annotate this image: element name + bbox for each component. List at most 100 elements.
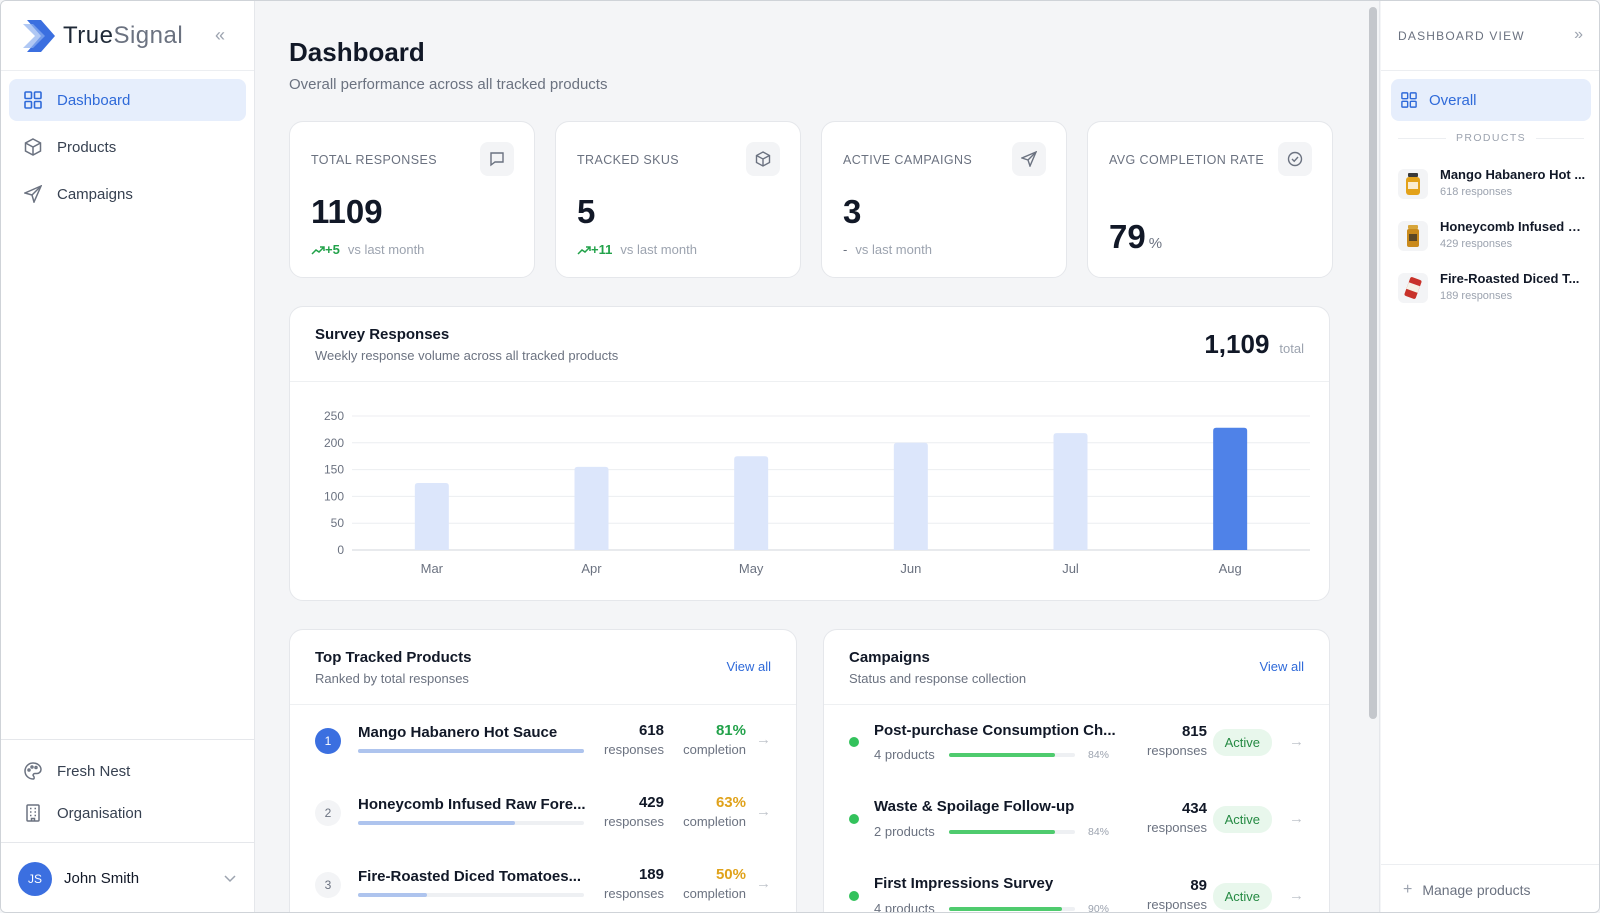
- divider: [290, 704, 796, 705]
- panel-header: DASHBOARD VIEW »: [1381, 1, 1599, 71]
- product-share-fill: [358, 821, 515, 825]
- manage-products-button[interactable]: + Manage products: [1381, 864, 1599, 912]
- campaigns-card: Campaigns Status and response collection…: [823, 629, 1330, 912]
- panel-product-item[interactable]: Mango Habanero Hot ... 618 responses: [1398, 165, 1588, 205]
- product-can-icon: [1398, 273, 1428, 303]
- stat-card-total-responses: TOTAL RESPONSES 1109 +5 vs last month: [289, 121, 535, 278]
- collapse-panel-icon[interactable]: »: [1574, 26, 1583, 43]
- stat-value: 1109: [311, 193, 383, 230]
- page-title: Dashboard: [289, 37, 425, 67]
- panel-product-responses: 429 responses: [1440, 238, 1513, 250]
- view-all-products-link[interactable]: View all: [726, 659, 771, 674]
- campaign-row[interactable]: First Impressions Survey 4 products 90% …: [824, 859, 1329, 912]
- card-subtitle: Ranked by total responses: [315, 671, 469, 686]
- chevron-down-icon[interactable]: [224, 870, 236, 888]
- view-all-campaigns-link[interactable]: View all: [1259, 659, 1304, 674]
- status-dot: [849, 737, 859, 747]
- stat-value: 79%: [1109, 218, 1163, 255]
- campaign-responses: 434 responses: [1147, 800, 1207, 835]
- arrow-right-icon[interactable]: →: [756, 803, 771, 820]
- y-tick-label: 100: [324, 489, 344, 503]
- scrollbar-thumb[interactable]: [1369, 7, 1377, 719]
- campaign-name: Post-purchase Consumption Ch...: [874, 722, 1116, 739]
- user-menu[interactable]: JS John Smith: [1, 842, 254, 912]
- campaign-progress-pct: 84%: [1088, 749, 1110, 761]
- chart-total: 1,109 total: [1204, 329, 1304, 359]
- arrow-right-icon[interactable]: →: [1289, 887, 1304, 904]
- x-tick-label: May: [739, 561, 764, 576]
- y-tick-label: 200: [324, 436, 344, 450]
- x-tick-label: Jun: [900, 561, 921, 576]
- product-share-fill: [358, 749, 584, 753]
- chat-icon: [480, 142, 514, 176]
- campaign-responses: 815 responses: [1147, 723, 1207, 758]
- status-badge: Active: [1212, 729, 1272, 756]
- sidebar-item-campaigns[interactable]: Campaigns: [9, 173, 246, 215]
- y-tick-label: 150: [324, 463, 344, 477]
- campaign-row[interactable]: Post-purchase Consumption Ch... 4 produc…: [824, 705, 1329, 781]
- product-jar-icon: [1398, 169, 1428, 199]
- view-overall-button[interactable]: Overall: [1391, 79, 1591, 121]
- campaign-row[interactable]: Waste & Spoilage Follow-up 2 products 84…: [824, 782, 1329, 858]
- product-responses: 429 responses: [604, 794, 664, 829]
- grid-icon: [23, 90, 43, 110]
- arrow-right-icon[interactable]: →: [1289, 733, 1304, 750]
- sidebar-item-dashboard[interactable]: Dashboard: [9, 79, 246, 121]
- product-jar-icon: [1398, 221, 1428, 251]
- trend-neutral: -: [843, 242, 848, 257]
- survey-responses-card: Survey Responses Weekly response volume …: [289, 306, 1330, 601]
- campaign-name: First Impressions Survey: [874, 875, 1054, 892]
- trend-up-icon: [577, 245, 591, 255]
- send-icon: [23, 184, 43, 204]
- brand: TrueSignal «: [1, 1, 254, 71]
- panel-product-item[interactable]: Fire-Roasted Diced T... 189 responses: [1398, 269, 1588, 309]
- grid-icon: [1401, 92, 1417, 108]
- y-tick-label: 50: [331, 516, 345, 530]
- product-name: Fire-Roasted Diced Tomatoes...: [358, 868, 582, 885]
- panel-product-item[interactable]: Honeycomb Infused R... 429 responses: [1398, 217, 1588, 257]
- product-row[interactable]: 3 Fire-Roasted Diced Tomatoes... 189 resp…: [290, 849, 796, 912]
- brand-name: TrueSignal: [63, 21, 184, 49]
- stat-label: TRACKED SKUS: [577, 153, 680, 167]
- main-scrollbar[interactable]: [1366, 1, 1380, 912]
- status-badge: Active: [1212, 806, 1272, 833]
- collapse-sidebar-icon[interactable]: «: [215, 25, 226, 45]
- bar-chart: 0 50 100 150 200 250 Mar Apr May Jun Jul Aug: [324, 409, 1310, 576]
- panel-product-name: Honeycomb Infused R...: [1440, 219, 1588, 234]
- user-name: John Smith: [64, 870, 140, 887]
- palette-icon: [23, 761, 43, 781]
- stat-trend: - vs last month: [843, 242, 932, 257]
- product-completion: 50% completion: [683, 866, 746, 901]
- x-tick-label: Mar: [421, 561, 444, 576]
- x-tick-label: Apr: [581, 561, 602, 576]
- sidebar-item-fresh-nest[interactable]: Fresh Nest: [9, 750, 246, 792]
- send-icon: [1012, 142, 1046, 176]
- arrow-right-icon[interactable]: →: [756, 731, 771, 748]
- campaign-progress-bar: [949, 907, 1075, 911]
- panel-product-name: Mango Habanero Hot ...: [1440, 167, 1586, 182]
- status-dot: [849, 814, 859, 824]
- stat-trend: +11 vs last month: [577, 242, 697, 257]
- product-row[interactable]: 1 Mango Habanero Hot Sauce 618 responses …: [290, 705, 796, 777]
- campaign-progress-fill: [949, 830, 1055, 834]
- chart-subtitle: Weekly response volume across all tracke…: [315, 348, 619, 363]
- sidebar-item-organisation[interactable]: Organisation: [9, 792, 246, 834]
- stat-trend: +5 vs last month: [311, 242, 424, 257]
- sidebar-item-products[interactable]: Products: [9, 126, 246, 168]
- stat-label: TOTAL RESPONSES: [311, 153, 437, 167]
- trend-suffix: vs last month: [347, 242, 425, 257]
- y-tick-label: 250: [324, 409, 344, 423]
- stat-value: 3: [843, 193, 862, 230]
- arrow-right-icon[interactable]: →: [756, 875, 771, 892]
- chart-header: Survey Responses Weekly response volume …: [290, 307, 1329, 382]
- campaign-progress-fill: [949, 907, 1063, 911]
- product-share-bar: [358, 749, 584, 753]
- campaign-progress-fill: [949, 753, 1055, 757]
- org-item-label: Fresh Nest: [57, 762, 131, 780]
- product-row[interactable]: 2 Honeycomb Infused Raw Fore... 429 respo…: [290, 777, 796, 849]
- rank-badge: 3: [315, 872, 341, 898]
- arrow-right-icon[interactable]: →: [1289, 810, 1304, 827]
- top-products-card: Top Tracked Products Ranked by total res…: [289, 629, 797, 912]
- campaign-products: 4 products: [874, 747, 935, 762]
